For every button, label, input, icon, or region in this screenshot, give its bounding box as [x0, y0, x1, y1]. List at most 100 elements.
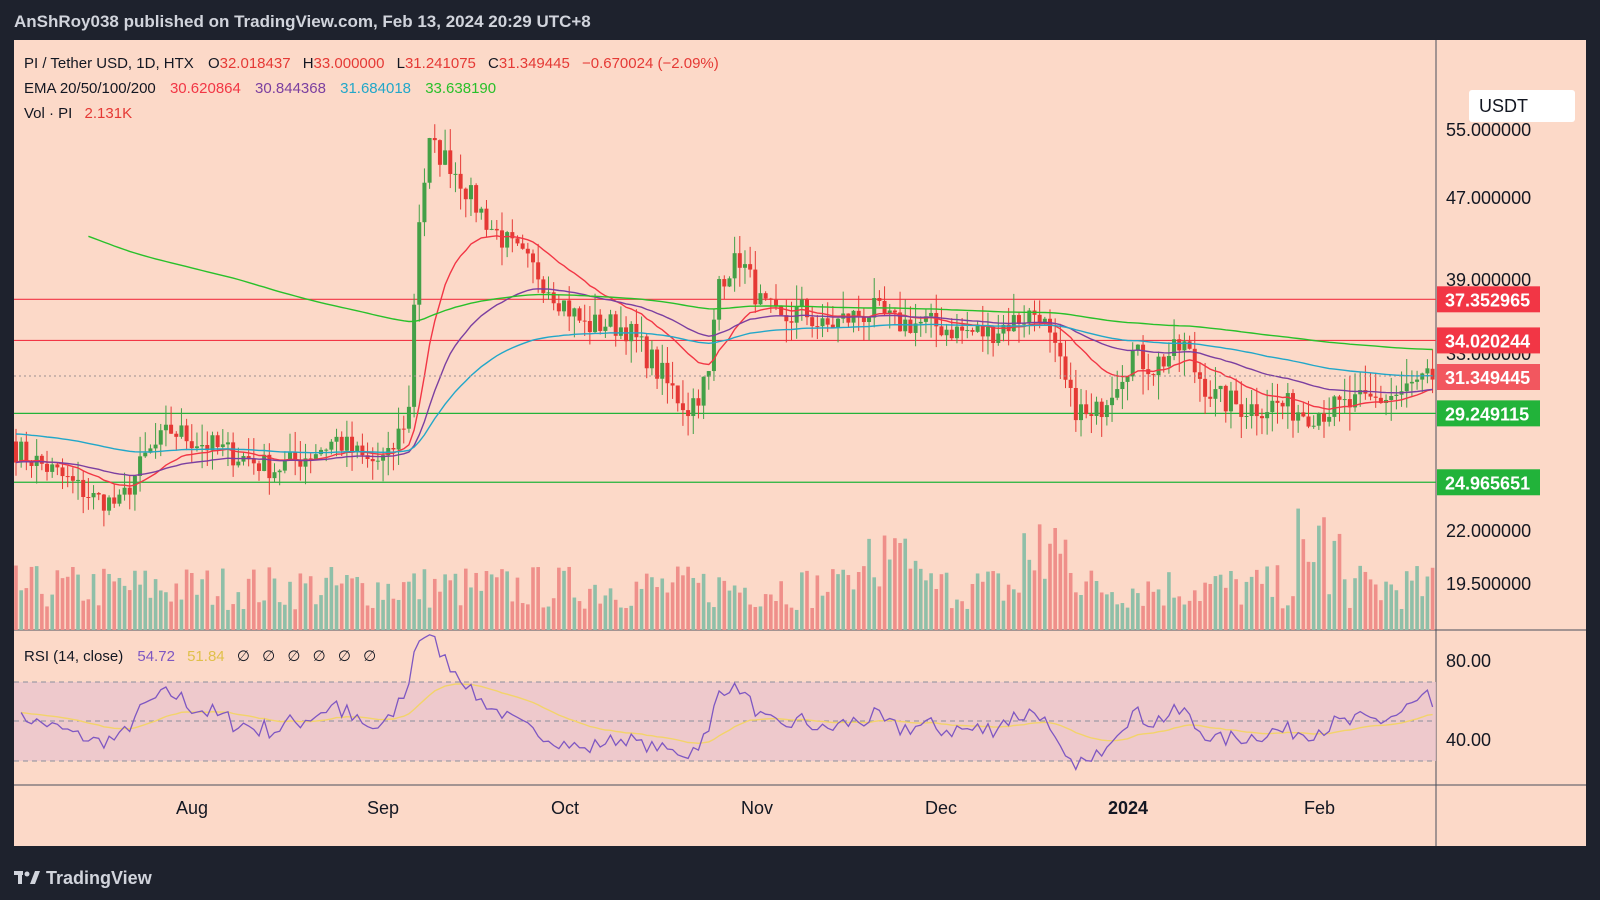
volume-bar [634, 581, 639, 630]
candle-body [479, 208, 484, 213]
volume-bar [169, 601, 173, 630]
chart-svg[interactable]: PI / Tether USD, 1D, HTX O32.018437 H33.… [14, 40, 1586, 846]
candle-body [143, 452, 148, 457]
candle-body [1104, 405, 1109, 418]
candle-body [691, 398, 696, 417]
volume-bar [215, 596, 220, 630]
candle-body [784, 315, 789, 322]
rsi-tick-40: 40.00 [1446, 730, 1491, 750]
candle-body [117, 494, 122, 504]
volume-bar [691, 577, 696, 630]
volume-bar [1063, 539, 1068, 630]
volume-bar [355, 576, 360, 630]
candle-body [122, 487, 127, 495]
candle-body [60, 467, 65, 477]
volume-bar [712, 607, 716, 630]
price-label-0: 37.352965 [1437, 286, 1540, 313]
chart-frame[interactable]: PI / Tether USD, 1D, HTX O32.018437 H33.… [14, 40, 1586, 846]
volume-bar [1198, 601, 1202, 630]
candle-body [1177, 339, 1182, 351]
candle-body [587, 320, 592, 333]
rsi-lines [20, 634, 1434, 771]
volume-bar [438, 591, 442, 630]
candle-body [1130, 350, 1135, 377]
volume-bar [660, 578, 665, 630]
candle-body [898, 312, 903, 332]
candle-body [779, 305, 784, 316]
volume-bar [1373, 584, 1378, 630]
candle-body [649, 349, 654, 369]
candle-body [484, 208, 489, 230]
candle-body [256, 463, 261, 471]
candle-body [1068, 379, 1073, 388]
volume-bar [831, 569, 835, 630]
candle-body [836, 318, 841, 328]
candle-body [1244, 415, 1249, 417]
volume-bar [91, 574, 96, 630]
candle-body [546, 292, 551, 294]
volume-bar [293, 609, 297, 630]
price-label-bg [1437, 364, 1540, 390]
volume-bar [138, 584, 142, 630]
volume-bar [1255, 569, 1259, 630]
candle-body [1275, 400, 1280, 403]
volume-bar [619, 607, 623, 630]
candle-body [231, 442, 236, 466]
volume-bar [567, 566, 571, 630]
volume-bar [877, 586, 882, 630]
volume-bar [246, 578, 251, 630]
candle-body [1001, 324, 1006, 334]
candle-body [1368, 393, 1373, 397]
candle-body [1270, 400, 1275, 413]
candles [14, 124, 1435, 527]
volume-bar [965, 608, 970, 630]
candle-body [381, 455, 386, 461]
volume-bar [283, 604, 287, 630]
price-axis-ticks: 55.000000 47.000000 39.000000 33.000000 … [1446, 120, 1531, 594]
volume-bar [970, 584, 975, 630]
volume-bar [277, 602, 282, 630]
candle-body [468, 185, 473, 200]
volume-bar [34, 566, 39, 630]
price-label-bg [1437, 286, 1540, 313]
volume-bar [986, 571, 990, 630]
candle-body [1120, 381, 1125, 390]
price-label-bg [1437, 400, 1540, 427]
volume-bar [779, 581, 783, 630]
volume-bar [505, 571, 509, 630]
candle-body [939, 326, 944, 336]
candle-body [923, 316, 928, 322]
time-label-sep: Sep [367, 798, 399, 818]
candle-body [696, 398, 701, 406]
currency-button[interactable]: USDT [1469, 90, 1575, 122]
volume-bar [939, 574, 944, 630]
volume-bar [789, 607, 794, 630]
volume-bar [898, 542, 902, 630]
volume-bar [541, 607, 546, 630]
candle-body [913, 323, 918, 333]
candle-body [613, 314, 618, 336]
volume-bar [675, 566, 680, 630]
volume-bar [14, 565, 18, 630]
candle-body [1347, 399, 1352, 408]
candle-body [763, 293, 768, 299]
candle-body [1420, 373, 1425, 380]
volume-bar [1306, 561, 1311, 630]
volume-bar [1410, 580, 1414, 630]
volume-bar [376, 582, 380, 630]
volume-bar [40, 593, 44, 630]
volume-bar [603, 595, 608, 630]
candle-body [1099, 401, 1104, 418]
volume-bar [774, 600, 778, 630]
candle-body [313, 454, 318, 459]
candle-body [1415, 379, 1420, 382]
candle-body [360, 445, 365, 456]
candle-body [1342, 399, 1347, 401]
candle-body [1228, 390, 1233, 412]
volume-bar [1430, 567, 1435, 630]
candle-body [1151, 374, 1156, 376]
volume-bar [1146, 581, 1151, 630]
candle-body [794, 306, 799, 323]
candle-body [608, 314, 613, 327]
candle-body [975, 325, 980, 332]
